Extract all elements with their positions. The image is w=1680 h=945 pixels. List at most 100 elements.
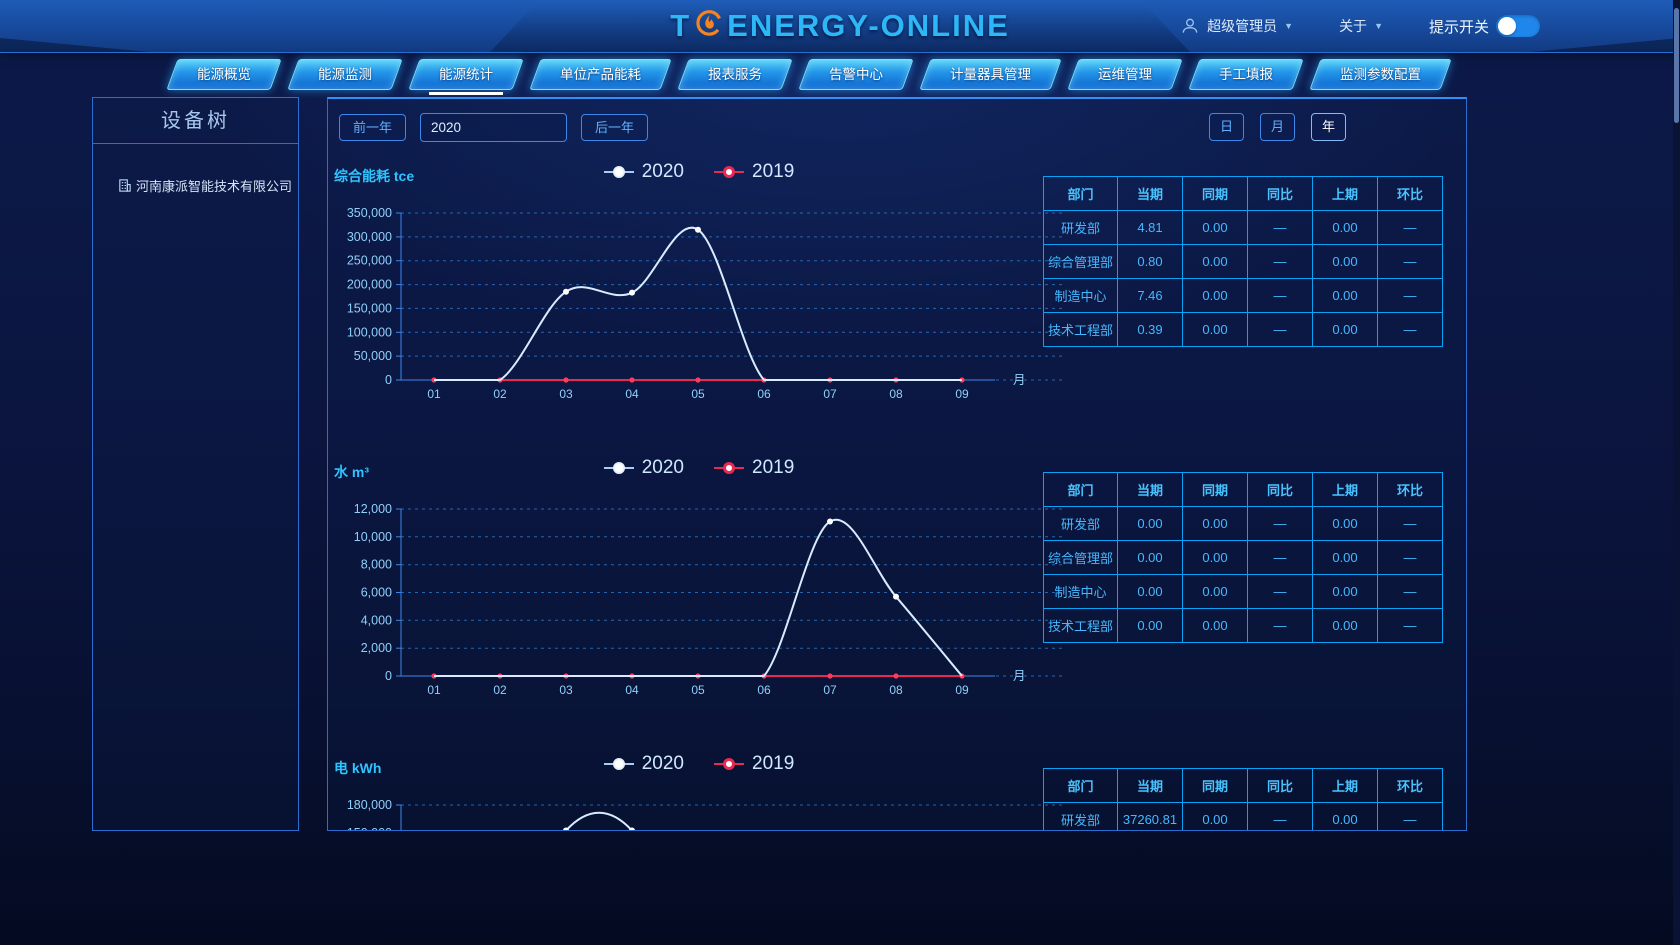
- svg-text:6,000: 6,000: [361, 586, 392, 600]
- table-cell: —: [1377, 540, 1443, 575]
- svg-text:10,000: 10,000: [354, 530, 392, 544]
- table-cell: 研发部: [1043, 506, 1118, 541]
- table-cell: 综合管理部: [1043, 540, 1118, 575]
- table-cell: 制造中心: [1043, 574, 1118, 609]
- chart-legend: 2020 2019: [328, 161, 1070, 183]
- table-cell: 技术工程部: [1043, 608, 1118, 643]
- page-scrollbar[interactable]: [1673, 0, 1680, 945]
- legend-item-2019[interactable]: 2019: [714, 161, 794, 183]
- table-cell: 0.00: [1182, 608, 1248, 643]
- legend-marker: [714, 166, 744, 178]
- table-row: 研发部 0.00 0.00—0.00—: [1043, 506, 1443, 541]
- svg-text:04: 04: [625, 387, 639, 401]
- building-icon: [119, 179, 131, 192]
- svg-text:350,000: 350,000: [347, 206, 392, 220]
- table-cell: 37260.81: [1117, 802, 1183, 830]
- about-menu[interactable]: 关于 ▼: [1339, 16, 1383, 36]
- column-header: 部门: [1043, 176, 1118, 211]
- table-cell: —: [1377, 312, 1443, 347]
- table-cell: 0.00: [1312, 244, 1378, 279]
- svg-text:01: 01: [427, 387, 441, 401]
- nav-tab-6[interactable]: 告警中心: [798, 59, 914, 90]
- table-row: 制造中心 0.00 0.00—0.00—: [1043, 574, 1443, 609]
- table-cell: —: [1247, 574, 1313, 609]
- table-cell: —: [1377, 574, 1443, 609]
- nav-tab-5[interactable]: 报表服务: [677, 59, 793, 90]
- svg-text:02: 02: [493, 683, 507, 697]
- legend-item-2019[interactable]: 2019: [714, 457, 794, 479]
- tree-item-company[interactable]: 河南康派智能技术有限公司: [93, 176, 298, 195]
- year-input[interactable]: [420, 112, 568, 142]
- svg-text:4,000: 4,000: [361, 613, 392, 627]
- table-cell: —: [1377, 506, 1443, 541]
- nav-tab-1[interactable]: 能源概览: [166, 59, 282, 90]
- table-cell: 研发部: [1043, 802, 1118, 830]
- app-header: T ENERGY-ONLINE 超级管理员 ▼ 关于 ▼: [0, 0, 1680, 52]
- svg-text:100,000: 100,000: [347, 325, 392, 339]
- nav-tab-9[interactable]: 手工填报: [1188, 59, 1304, 90]
- table-col-comprehensive-energy: 部门 当期 同期 同比 上期 环比 研发部 4.81 0.00—0.00— 综合管理部 0.80 0.…: [1043, 176, 1443, 347]
- granularity-button-年[interactable]: 年: [1311, 113, 1346, 141]
- table-row: 制造中心 7.46 0.00—0.00—: [1043, 278, 1443, 313]
- svg-text:03: 03: [559, 387, 573, 401]
- nav-tab-4[interactable]: 单位产品能耗: [529, 59, 672, 90]
- chevron-down-icon: ▼: [1374, 21, 1383, 31]
- table-cell: 0.00: [1182, 802, 1248, 830]
- table-cell: 0.00: [1117, 540, 1183, 575]
- granularity-button-月[interactable]: 月: [1260, 113, 1295, 141]
- user-menu[interactable]: 超级管理员 ▼: [1180, 16, 1293, 36]
- table-cell: 0.00: [1312, 608, 1378, 643]
- scrollbar-thumb[interactable]: [1674, 8, 1679, 123]
- table-cell: 0.00: [1312, 802, 1378, 830]
- svg-text:05: 05: [691, 683, 705, 697]
- prev-year-button[interactable]: 前一年: [339, 113, 407, 141]
- nav-tab-2[interactable]: 能源监测: [287, 59, 403, 90]
- table-col-water: 部门 当期 同期 同比 上期 环比 研发部 0.00 0.00—0.00— 综合管理部 0.00 0.…: [1043, 472, 1443, 643]
- svg-text:50,000: 50,000: [354, 349, 392, 363]
- svg-text:150,000: 150,000: [347, 301, 392, 315]
- chevron-down-icon: ▼: [1284, 21, 1294, 31]
- table-cell: 0.00: [1312, 278, 1378, 313]
- svg-text:09: 09: [955, 683, 969, 697]
- column-header: 环比: [1377, 472, 1443, 507]
- legend-item-2020[interactable]: 2020: [603, 161, 684, 183]
- table-cell: 0.00: [1182, 312, 1248, 347]
- svg-text:09: 09: [955, 387, 969, 401]
- table-cell: —: [1377, 278, 1443, 313]
- svg-text:0: 0: [385, 669, 392, 683]
- nav-tab-10[interactable]: 监测参数配置: [1309, 59, 1452, 90]
- flame-at-icon: [693, 7, 725, 45]
- legend-marker: [714, 462, 744, 474]
- granularity-button-日[interactable]: 日: [1209, 113, 1244, 141]
- nav-tab-8[interactable]: 运维管理: [1067, 59, 1183, 90]
- column-header: 同比: [1247, 768, 1313, 803]
- svg-text:06: 06: [757, 683, 771, 697]
- svg-text:月: 月: [1013, 669, 1026, 683]
- logo-suffix: ENERGY-ONLINE: [727, 8, 1010, 43]
- department-table-water: 部门 当期 同期 同比 上期 环比 研发部 0.00 0.00—0.00— 综合管理部 0.00 0.…: [1043, 472, 1443, 643]
- section-title-water: 水 m³: [334, 464, 369, 480]
- table-cell: 7.46: [1117, 278, 1183, 313]
- next-year-button[interactable]: 后一年: [581, 113, 649, 141]
- device-tree-panel: 设备树 河南康派智能技术有限公司: [92, 97, 299, 831]
- legend-item-2019[interactable]: 2019: [714, 753, 794, 775]
- department-table-electricity: 部门当期同期同比上期环比研发部37260.810.00—0.00—综合管理部62…: [1043, 768, 1443, 830]
- legend-item-2020[interactable]: 2020: [603, 753, 684, 775]
- table-row: 技术工程部 0.39 0.00—0.00—: [1043, 312, 1443, 347]
- table-cell: —: [1377, 802, 1443, 830]
- column-header: 同比: [1247, 472, 1313, 507]
- svg-text:0: 0: [385, 373, 392, 387]
- chart-comprehensive-energy: 350,000 300,000 250,000 200,000 150,000 100,0…: [347, 206, 1064, 401]
- nav-tab-3[interactable]: 能源统计: [408, 59, 524, 95]
- tip-toggle[interactable]: [1496, 15, 1540, 37]
- table-cell: 0.80: [1117, 244, 1183, 279]
- table-row: 综合管理部 0.00 0.00—0.00—: [1043, 540, 1443, 575]
- svg-text:08: 08: [889, 387, 903, 401]
- table-cell: 研发部: [1043, 210, 1118, 245]
- legend-marker: [603, 462, 634, 474]
- section-title-electricity: 电 kWh: [334, 760, 382, 776]
- legend-marker: [603, 166, 634, 178]
- legend-item-2020[interactable]: 2020: [603, 457, 684, 479]
- nav-tab-7[interactable]: 计量器具管理: [919, 59, 1062, 90]
